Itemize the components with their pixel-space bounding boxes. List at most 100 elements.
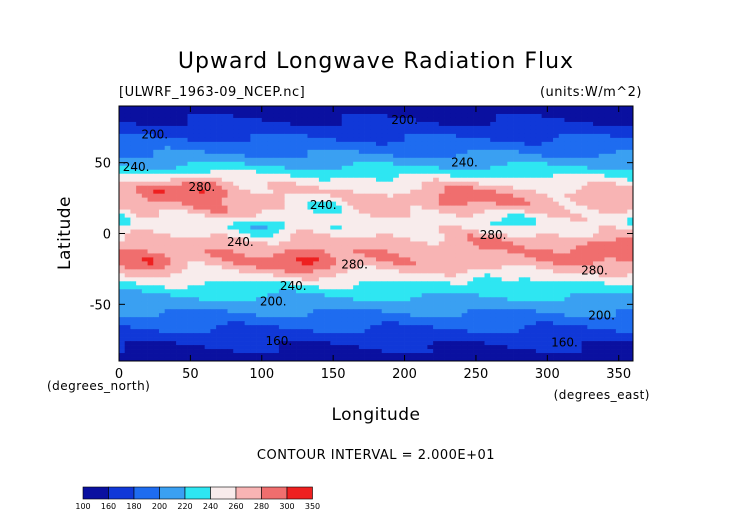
field-cell <box>575 305 582 310</box>
field-cell <box>136 106 143 111</box>
field-cell <box>376 197 383 202</box>
field-cell <box>147 301 154 306</box>
field-cell <box>324 193 331 198</box>
field-cell <box>444 213 451 218</box>
field-cell <box>490 165 497 171</box>
field-cell <box>404 253 411 258</box>
field-cell <box>147 233 154 238</box>
field-cell <box>398 189 405 194</box>
field-cell <box>376 141 383 147</box>
field-cell <box>495 301 502 306</box>
field-cell <box>210 129 217 135</box>
field-cell <box>290 269 297 274</box>
field-cell <box>221 281 228 286</box>
field-cell <box>495 225 502 230</box>
field-cell <box>604 305 611 310</box>
field-cell <box>296 177 303 183</box>
field-cell <box>376 185 383 191</box>
field-cell <box>244 229 251 234</box>
field-cell <box>381 106 388 111</box>
field-cell <box>147 137 154 143</box>
field-cell <box>461 233 468 238</box>
field-cell <box>341 157 348 163</box>
field-cell <box>570 281 577 286</box>
field-cell <box>541 269 548 274</box>
field-cell <box>181 165 188 171</box>
field-cell <box>581 229 588 234</box>
field-cell <box>547 137 554 143</box>
field-cell <box>176 229 183 234</box>
field-cell <box>176 109 183 115</box>
field-cell <box>210 273 217 278</box>
field-cell <box>244 309 251 314</box>
field-cell <box>250 161 257 167</box>
field-cell <box>216 313 223 318</box>
field-cell <box>318 153 325 159</box>
field-cell <box>273 109 280 115</box>
field-cell <box>330 181 337 187</box>
field-cell <box>164 325 171 330</box>
field-cell <box>313 177 320 183</box>
field-cell <box>501 245 508 250</box>
field-cell <box>147 213 154 218</box>
field-cell <box>507 217 514 222</box>
field-cell <box>564 277 571 282</box>
field-cell <box>490 109 497 115</box>
field-cell <box>216 177 223 183</box>
field-cell <box>575 157 582 163</box>
field-cell <box>535 301 542 306</box>
field-cell <box>130 181 137 187</box>
field-cell <box>575 273 582 278</box>
field-cell <box>518 249 525 254</box>
field-cell <box>221 321 228 326</box>
field-cell <box>336 129 343 135</box>
field-cell <box>524 237 531 242</box>
field-cell <box>250 157 257 163</box>
field-cell <box>547 117 554 123</box>
field-cell <box>455 141 463 147</box>
field-cell <box>204 305 211 310</box>
field-cell <box>370 221 377 226</box>
field-cell <box>501 153 508 159</box>
field-cell <box>176 106 183 111</box>
field-cell <box>398 237 405 242</box>
field-cell <box>450 106 457 111</box>
field-cell <box>444 181 451 187</box>
field-cell <box>513 309 520 314</box>
field-cell <box>353 205 360 210</box>
field-cell <box>244 169 251 175</box>
field-cell <box>484 305 491 310</box>
field-cell <box>181 173 188 179</box>
field-cell <box>347 169 354 175</box>
field-cell <box>147 189 154 194</box>
field-cell <box>130 205 137 210</box>
field-cell <box>524 221 531 226</box>
field-cell <box>467 189 474 194</box>
field-cell <box>376 289 383 294</box>
field-cell <box>164 317 171 322</box>
field-cell <box>273 153 280 159</box>
field-cell <box>564 213 571 218</box>
field-cell <box>615 309 622 314</box>
field-cell <box>478 153 485 159</box>
field-cell <box>353 273 360 278</box>
field-cell <box>513 185 520 191</box>
field-cell <box>501 117 508 123</box>
field-cell <box>376 205 383 210</box>
field-cell <box>313 321 320 326</box>
field-cell <box>438 265 445 270</box>
field-cell <box>535 197 542 202</box>
field-cell <box>261 225 268 230</box>
field-cell <box>473 125 480 131</box>
field-cell <box>415 113 423 119</box>
field-cell <box>176 189 183 194</box>
field-cell <box>136 197 143 202</box>
field-cell <box>170 129 177 135</box>
field-cell <box>278 113 285 119</box>
field-cell <box>141 145 148 151</box>
field-cell <box>261 261 268 266</box>
field-cell <box>307 193 314 198</box>
field-cell <box>450 277 457 282</box>
field-cell <box>404 289 411 294</box>
field-cell <box>250 245 257 250</box>
